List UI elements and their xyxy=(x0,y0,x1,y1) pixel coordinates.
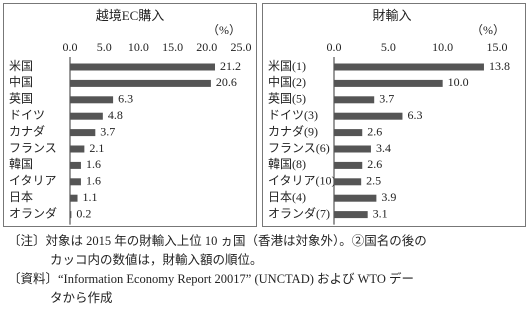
chart-title: 財輸入 xyxy=(372,8,411,23)
bar xyxy=(70,178,81,186)
value-label: 2.5 xyxy=(366,174,381,188)
bar xyxy=(334,129,363,137)
value-label: 3.7 xyxy=(379,92,394,106)
note-line: タから作成 xyxy=(50,291,113,305)
bar xyxy=(70,129,96,137)
x-tick-label: 20.0 xyxy=(196,40,217,54)
bar xyxy=(334,96,375,104)
x-tick-label: 0.0 xyxy=(327,40,342,54)
bar xyxy=(70,211,72,219)
category-label: 日本(4) xyxy=(268,190,306,204)
value-label: 6.3 xyxy=(407,108,422,122)
category-label: ドイツ(3) xyxy=(268,108,318,122)
value-label: 2.6 xyxy=(367,157,382,171)
bar xyxy=(70,63,216,71)
bar xyxy=(70,145,85,153)
panel-frame xyxy=(262,3,526,227)
category-label: イタリア(10) xyxy=(268,174,336,188)
value-label: 6.3 xyxy=(118,92,133,106)
bar xyxy=(334,112,403,120)
bar xyxy=(70,79,211,87)
unit-label: （%） xyxy=(207,23,241,37)
category-label: オランダ xyxy=(9,205,57,220)
bar xyxy=(334,145,371,153)
bar xyxy=(334,161,363,169)
category-label: フランス(6) xyxy=(268,141,330,155)
category-label: 韓国(8) xyxy=(268,157,306,171)
category-label: 中国 xyxy=(9,74,33,89)
value-label: 20.6 xyxy=(216,75,237,89)
value-label: 4.8 xyxy=(108,108,123,122)
x-tick-label: 10.0 xyxy=(432,40,453,54)
value-label: 21.2 xyxy=(220,59,241,73)
x-tick-label: 0.0 xyxy=(63,40,78,54)
category-label: フランス xyxy=(9,141,57,155)
x-tick-label: 25.0 xyxy=(231,40,252,54)
category-label: 米国 xyxy=(9,59,33,73)
category-label: オランダ(7) xyxy=(268,205,330,220)
value-label: 10.0 xyxy=(448,75,469,89)
category-label: 英国(5) xyxy=(268,92,306,106)
category-label: イタリア xyxy=(9,174,57,188)
bar xyxy=(334,211,368,219)
value-label: 2.1 xyxy=(89,141,104,155)
value-label: 0.2 xyxy=(76,206,91,220)
category-label: 日本 xyxy=(9,190,33,204)
category-label: ドイツ xyxy=(9,108,45,122)
note-line: カッコ内の数値は，財輸入額の順位。 xyxy=(50,252,263,267)
bar xyxy=(334,194,377,202)
value-label: 3.4 xyxy=(376,141,391,155)
value-label: 3.9 xyxy=(381,190,396,204)
value-label: 1.6 xyxy=(86,157,101,171)
bar xyxy=(334,79,443,87)
value-label: 13.8 xyxy=(489,59,510,73)
category-label: 米国(1) xyxy=(268,59,306,73)
x-tick-label: 5.0 xyxy=(97,40,112,54)
x-tick-label: 5.0 xyxy=(381,40,396,54)
bar xyxy=(70,194,78,202)
value-label: 3.1 xyxy=(373,206,388,220)
value-label: 1.1 xyxy=(83,190,98,204)
category-label: カナダ xyxy=(9,123,45,138)
panel-frame xyxy=(3,3,257,227)
note-line: 〔資料〕“Information Economy Report 20017” (… xyxy=(8,271,414,286)
bar xyxy=(70,112,103,120)
chart-title: 越境EC購入 xyxy=(96,8,165,23)
x-tick-label: 10.0 xyxy=(128,40,149,54)
bar xyxy=(70,96,114,104)
category-label: 韓国 xyxy=(9,157,33,171)
bar xyxy=(334,63,484,71)
bar xyxy=(334,178,362,186)
unit-label: （%） xyxy=(471,23,505,37)
x-tick-label: 15.0 xyxy=(162,40,183,54)
x-tick-label: 15.0 xyxy=(487,40,508,54)
value-label: 3.7 xyxy=(100,124,115,138)
note-line: 〔注〕対象は 2015 年の財輸入上位 10 ヵ国（香港は対象外）。②国名の後の xyxy=(8,233,427,248)
category-label: 中国(2) xyxy=(268,74,306,89)
category-label: 英国 xyxy=(9,92,33,106)
bar xyxy=(70,161,81,169)
value-label: 2.6 xyxy=(367,124,382,138)
category-label: カナダ(9) xyxy=(268,123,318,138)
value-label: 1.6 xyxy=(86,174,101,188)
